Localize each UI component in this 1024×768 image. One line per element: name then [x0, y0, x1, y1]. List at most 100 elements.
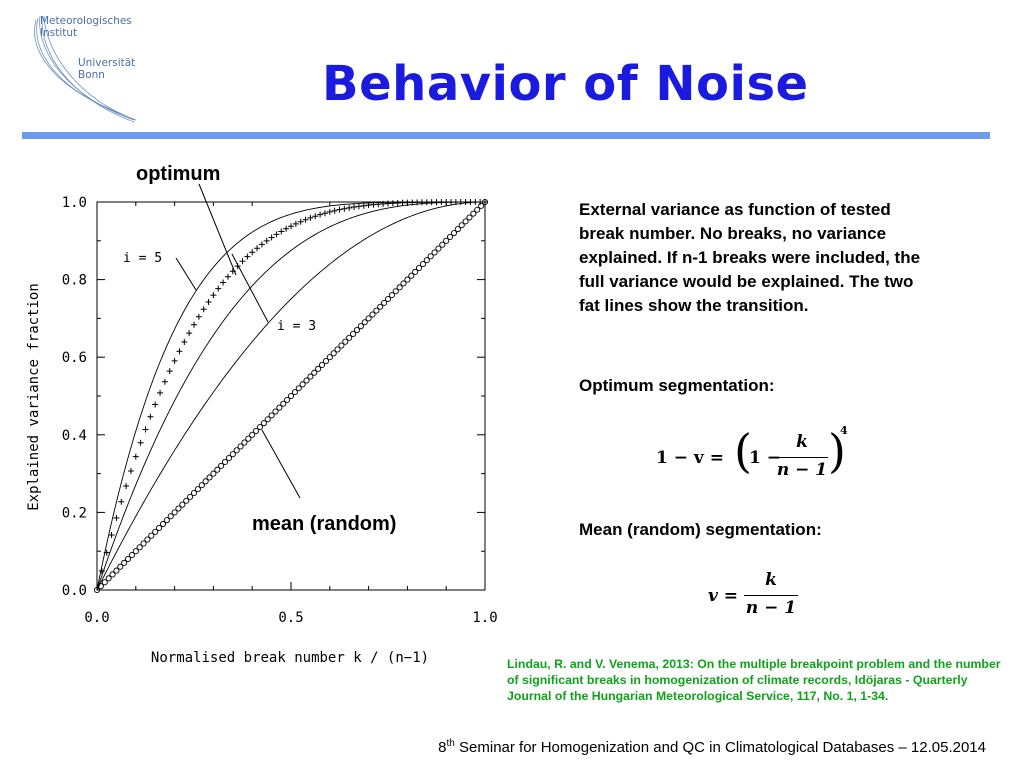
circle-marker — [159, 520, 167, 528]
plus-marker — [215, 285, 222, 292]
circle-marker — [190, 489, 198, 497]
plus-marker — [254, 245, 261, 252]
circle-marker — [481, 198, 489, 206]
title-divider — [22, 132, 990, 139]
plus-marker — [239, 258, 246, 265]
annotation-optimum: optimum — [136, 163, 220, 185]
plus-marker — [336, 206, 343, 213]
optimum-segmentation-title: Optimum segmentation: — [579, 376, 775, 395]
circle-marker — [412, 268, 419, 275]
annotation-i3: i = 3 — [277, 319, 316, 334]
circle-marker — [454, 226, 461, 233]
mean-fraction-bar — [744, 595, 798, 597]
plus-marker — [118, 498, 125, 505]
circle-marker — [109, 571, 116, 578]
plus-marker — [220, 279, 227, 286]
x-tick-label: 1.0 — [472, 610, 497, 626]
circle-marker — [350, 330, 357, 337]
circle-marker — [450, 229, 458, 237]
circle-marker — [121, 559, 128, 566]
y-tick-label: 0.8 — [62, 273, 87, 289]
circle-marker — [478, 202, 485, 209]
plus-marker — [355, 203, 362, 210]
plus-marker — [273, 231, 280, 238]
y-tick-label: 0.4 — [62, 428, 87, 444]
circle-marker — [346, 334, 353, 341]
circle-marker — [342, 338, 349, 345]
circle-marker — [167, 513, 174, 520]
circle-marker — [245, 435, 252, 442]
optimum-one-minus: 1 − — [749, 448, 781, 468]
circle-marker — [187, 493, 194, 500]
optimum-exponent: 4 — [840, 424, 848, 437]
leader-i5 — [175, 257, 197, 291]
circle-marker — [303, 377, 310, 384]
circle-marker — [276, 404, 283, 411]
plus-marker — [210, 292, 217, 299]
plus-marker — [307, 214, 314, 221]
circle-marker — [218, 462, 225, 469]
plus-marker — [360, 202, 367, 209]
circle-marker — [423, 257, 430, 264]
circle-marker — [268, 412, 275, 419]
plus-marker — [132, 453, 139, 460]
circle-marker — [140, 540, 147, 547]
slide-footer: 8th Seminar for Homogenization and QC in… — [300, 738, 986, 756]
circle-marker — [237, 443, 244, 450]
circle-marker — [272, 408, 279, 415]
circle-marker — [408, 272, 415, 279]
logo-text-line4: Bonn — [78, 69, 105, 81]
circle-marker — [427, 253, 434, 260]
circle-marker — [198, 482, 205, 489]
circle-marker — [322, 358, 329, 365]
x-tick-label: 0.5 — [278, 610, 303, 626]
plus-marker — [292, 220, 299, 227]
reference-citation: Lindau, R. and V. Venema, 2013: On the m… — [507, 657, 1001, 703]
circle-marker — [179, 501, 186, 508]
circle-marker — [311, 369, 318, 376]
footer-ordinal-suffix: th — [446, 738, 455, 749]
right-paren-icon: ) — [828, 424, 846, 478]
circle-marker — [400, 280, 407, 287]
plus-marker — [171, 357, 178, 364]
y-tick-label: 1.0 — [62, 195, 87, 211]
axis-ticks: 0.0 0.5 1.0 0.0 0.2 0.4 0.6 0.8 1.0 — [62, 195, 498, 626]
circle-marker — [338, 342, 345, 349]
circle-marker — [229, 451, 236, 458]
plus-marker — [317, 211, 324, 218]
circle-marker — [136, 544, 143, 551]
mean-segmentation-title: Mean (random) segmentation: — [579, 520, 822, 539]
circle-marker — [291, 389, 298, 396]
plus-marker — [152, 401, 159, 408]
plus-marker — [186, 330, 193, 337]
variance-chart: 0.0 0.5 1.0 0.0 0.2 0.4 0.6 0.8 1.0 optimum i = … — [26, 163, 498, 666]
plus-marker — [123, 483, 130, 490]
circle-marker — [284, 396, 291, 403]
circle-marker — [249, 431, 256, 438]
circle-marker — [415, 264, 423, 272]
institute-logo: Meteorologisches Institut Universität Bo… — [26, 10, 156, 126]
circle-marker — [466, 214, 473, 221]
plus-marker — [263, 237, 270, 244]
plus-marker — [108, 531, 115, 538]
circle-marker — [377, 303, 384, 310]
circle-marker — [233, 447, 240, 454]
circle-marker — [392, 288, 399, 295]
circle-marker — [307, 373, 314, 380]
circle-marker — [381, 299, 388, 306]
leader-mean — [261, 429, 301, 499]
y-tick-label: 0.0 — [62, 583, 87, 599]
circle-marker — [225, 455, 232, 462]
circle-marker — [101, 579, 108, 586]
circle-marker — [256, 423, 264, 431]
mean-denominator: n − 1 — [745, 598, 797, 618]
plus-marker — [302, 216, 309, 223]
plus-marker — [244, 253, 251, 260]
optimum-numerator: k — [796, 432, 808, 452]
plus-marker — [157, 389, 164, 396]
circle-marker — [214, 466, 221, 473]
plus-marker — [346, 204, 353, 211]
circle-marker — [210, 470, 217, 477]
circle-marker — [105, 575, 112, 582]
left-paren-icon: ( — [734, 424, 752, 478]
